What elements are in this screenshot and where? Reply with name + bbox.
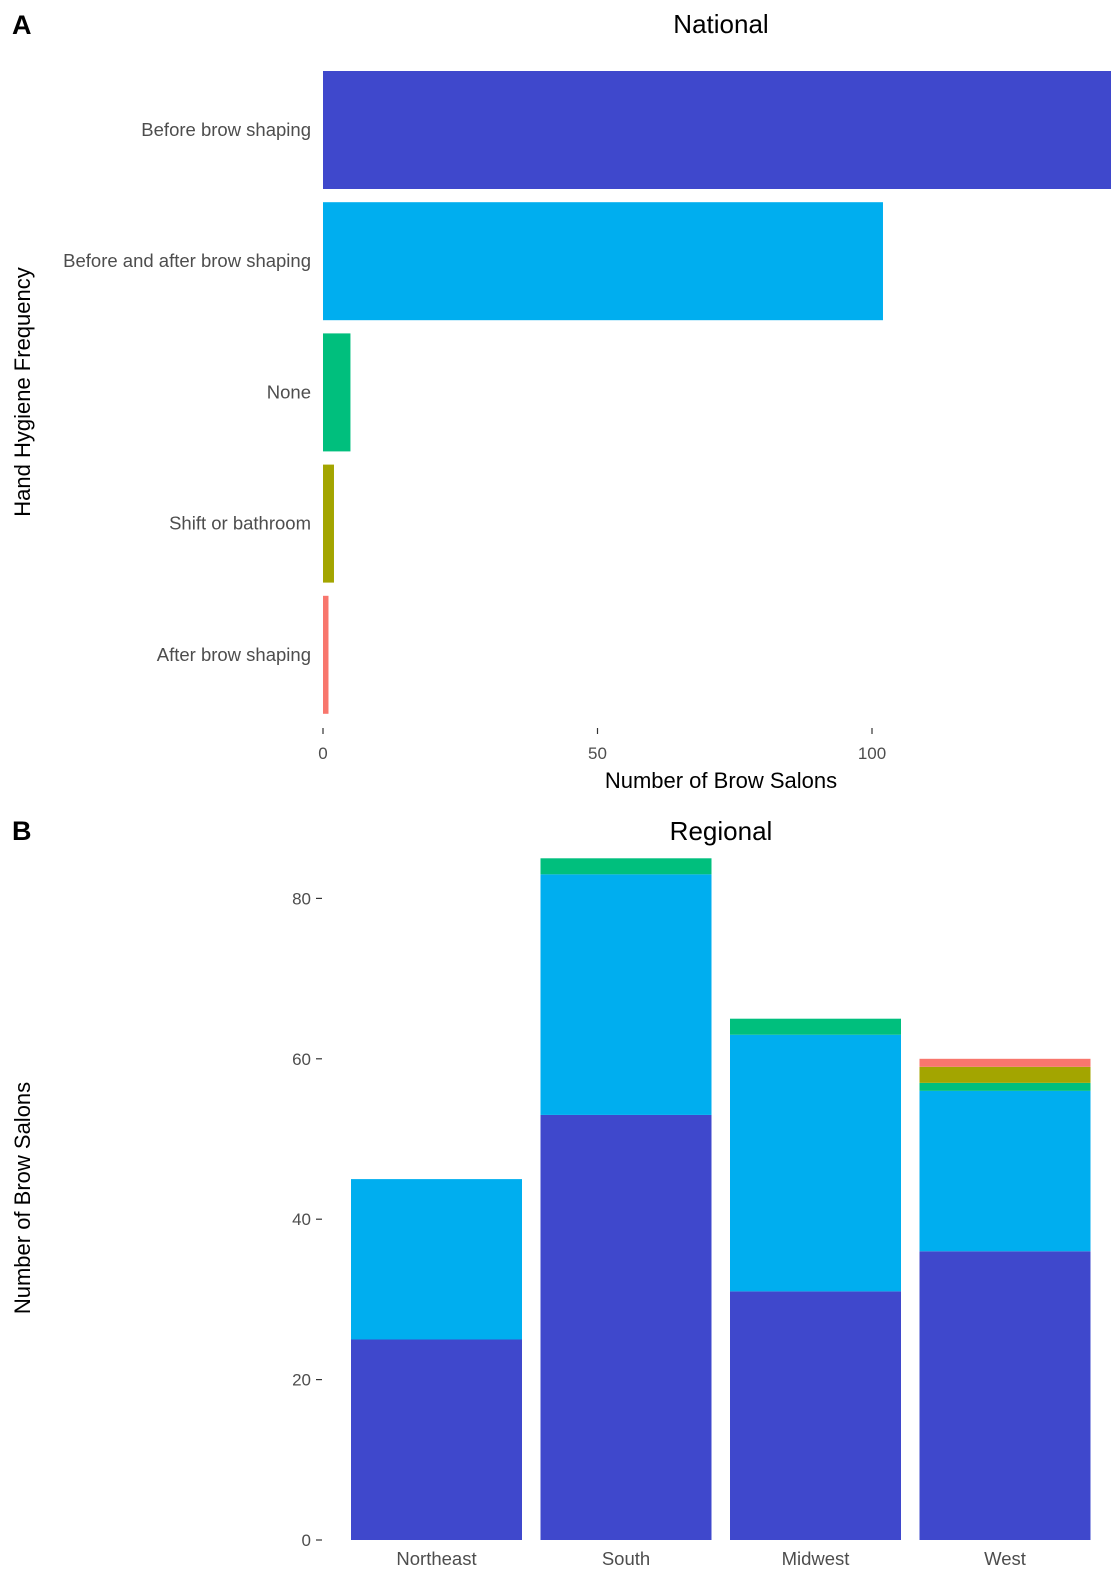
national-y-tick-label: After brow shaping [157,644,311,665]
panel-b-plot-area: Northeast South Midwest West 0 20 40 60 80 [292,858,1091,1569]
regional-y-tick-label: 0 [302,1531,311,1550]
regional-y-tick-label: 60 [292,1050,311,1069]
regional-bar-midwest-before-and-after-brow-shaping [730,1034,901,1292]
national-bar-before-and-after-brow-shaping [323,202,883,321]
regional-x-tick-label: West [984,1548,1026,1569]
regional-y-tick-label: 20 [292,1371,311,1390]
regional-x-tick-label: Midwest [782,1548,850,1569]
regional-bar-south-before-brow-shaping [540,1114,712,1540]
regional-bar-west-before-brow-shaping [919,1251,1091,1540]
panel-a-title: National [673,9,768,39]
regional-bar-south-none [540,858,712,875]
national-x-tick-label: 50 [588,744,607,763]
regional-bar-midwest-none [730,1018,901,1035]
panel-a-x-axis-title: Number of Brow Salons [605,768,837,793]
national-bar-shift-or-bathroom [323,464,334,583]
national-y-tick-label: Before and after brow shaping [63,250,311,271]
regional-bar-northeast-before-and-after-brow-shaping [351,1179,522,1340]
panel-a-letter: A [12,10,32,40]
regional-x-tick-label: South [602,1548,650,1569]
regional-x-tick-label: Northeast [396,1548,476,1569]
panel-a-plot-area: Before brow shaping Before and after brow… [63,71,1111,763]
national-y-tick-label: Before brow shaping [141,119,311,140]
national-y-tick-label: Shift or bathroom [169,513,311,534]
panel-b-letter: B [12,816,32,846]
regional-bar-south-before-and-after-brow-shaping [540,874,712,1115]
panel-b-title: Regional [670,816,773,846]
national-bar-none [323,333,351,452]
regional-y-tick-label: 40 [292,1210,311,1229]
national-bar-after-brow-shaping [323,595,329,714]
regional-bar-west-before-and-after-brow-shaping [919,1090,1091,1252]
regional-bar-west-none [919,1082,1091,1091]
regional-bar-west-after-brow-shaping [919,1058,1091,1067]
regional-bar-northeast-before-brow-shaping [351,1339,522,1540]
national-y-tick-label: None [267,381,311,402]
regional-y-tick-label: 80 [292,889,311,908]
national-x-tick-label: 100 [858,744,886,763]
national-x-tick-label: 0 [318,744,327,763]
panel-a-y-axis-title: Hand Hygiene Frequency [10,267,35,516]
national-bar-before-brow-shaping [323,71,1111,189]
regional-bar-midwest-before-brow-shaping [730,1291,901,1540]
panel-b-y-axis-title: Number of Brow Salons [10,1082,35,1314]
regional-bar-west-shift-or-bathroom [919,1066,1091,1083]
